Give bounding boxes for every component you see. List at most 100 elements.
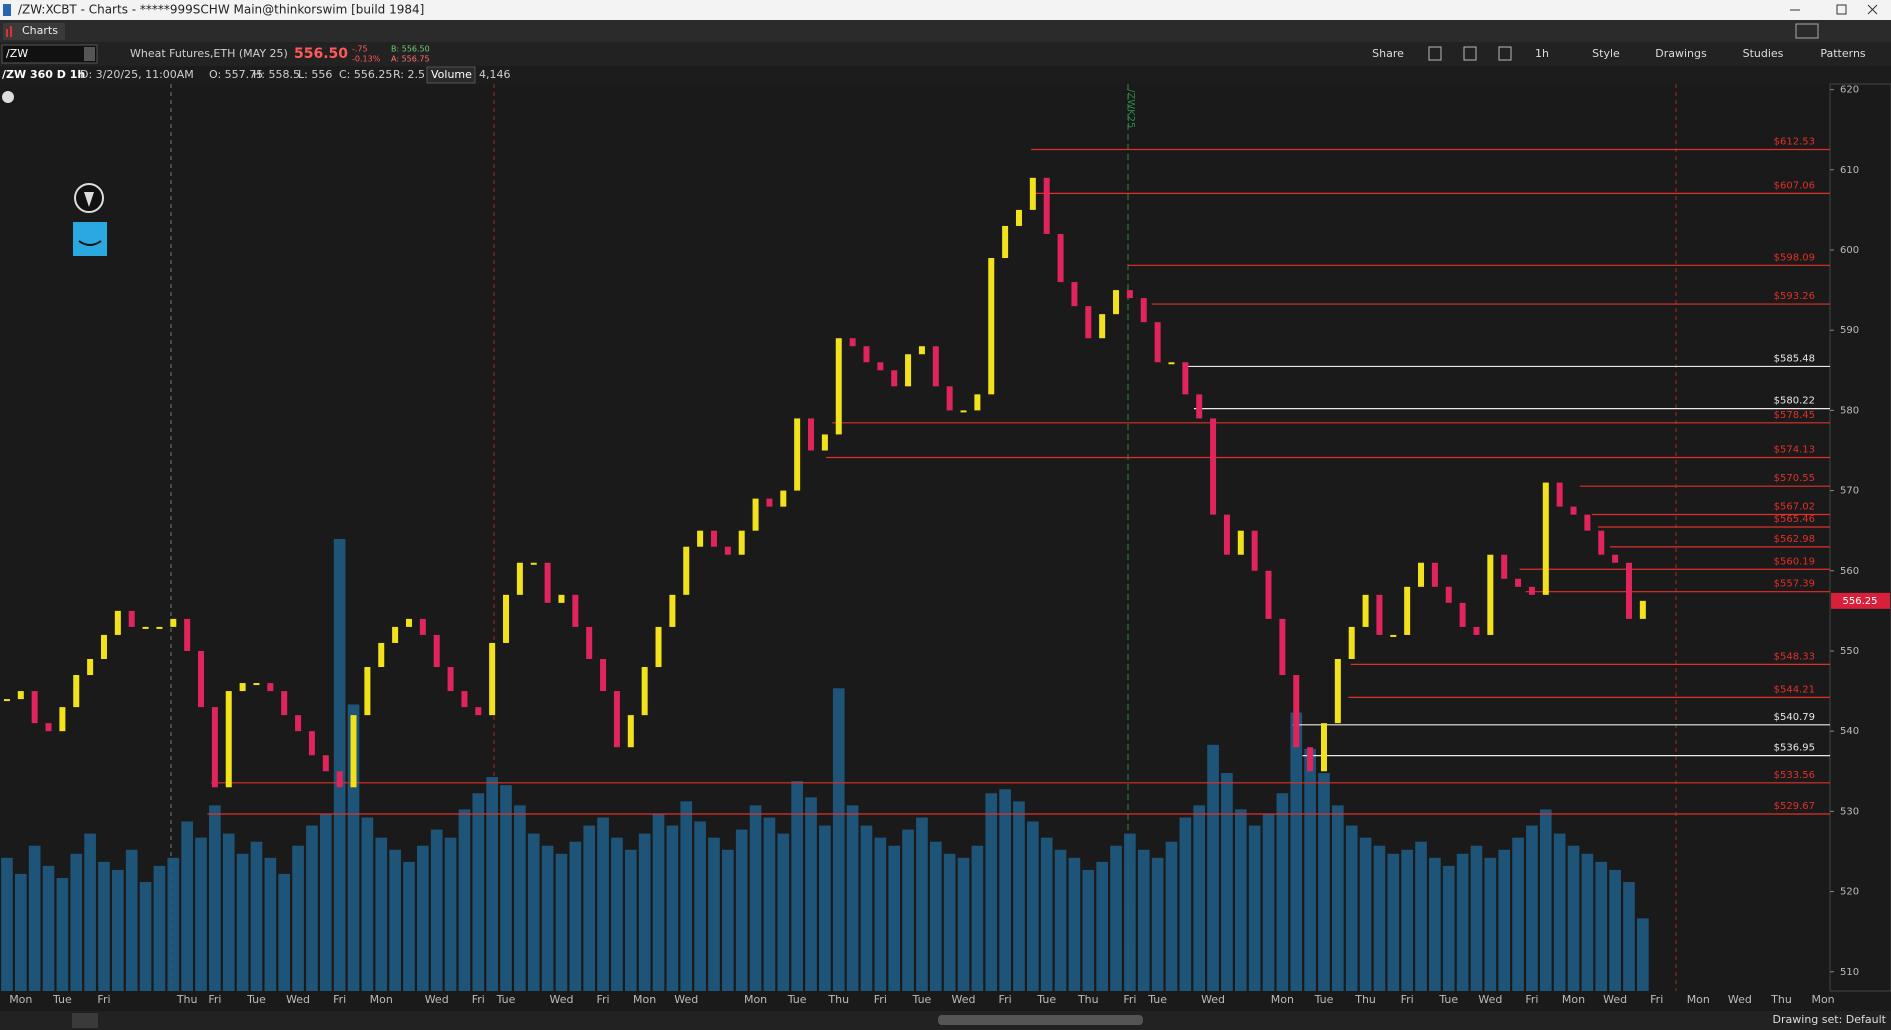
candle [1099,314,1106,339]
candle [336,771,343,788]
candle [17,691,24,700]
x-tick-label: Wed [952,993,976,1006]
candle [891,370,898,387]
volume-bar [569,841,582,991]
bar-open: O: 557.75 [209,68,263,81]
x-tick-label: Fri [1525,993,1538,1006]
x-tick-label: Thu [827,993,849,1006]
window-title: /ZW:XCBT - Charts - *****999SCHW Main@th… [18,3,424,17]
volume-bar [264,857,277,991]
candle [905,354,912,387]
candle [738,530,745,555]
volume-study[interactable] [426,66,476,84]
candle [433,634,440,668]
candle [1015,209,1022,226]
x-tick-label: Wed [286,993,310,1006]
x-tick-label: Tue [787,993,807,1006]
candle [267,683,274,692]
tab-bar [0,20,1891,42]
toolbar-button[interactable]: Style [1592,47,1620,60]
close-button[interactable] [1867,4,1878,15]
volume-bar [1151,857,1164,991]
candle [572,594,579,627]
volume-bar [541,845,554,991]
candle [1057,233,1064,283]
toolbar-button[interactable]: 1h [1535,47,1549,60]
candle [1528,586,1535,595]
candle [1445,586,1452,603]
candle [1625,562,1632,619]
candle [863,346,870,363]
x-tick-label: Tue [912,993,932,1006]
candle [697,530,704,547]
bid: B: 556.50 [391,45,430,54]
x-tick-label: Thu [176,993,198,1006]
toolbar [0,42,1891,66]
volume-bar [1637,918,1649,991]
volume-bar [1013,801,1025,991]
volume-bar [1429,857,1441,991]
x-tick-label: Wed [1728,993,1752,1006]
candle [184,618,191,651]
charts-tab[interactable] [3,23,65,40]
candle [225,691,232,788]
candle [1570,506,1577,515]
app-badge[interactable] [73,222,107,256]
layout-button[interactable] [1795,23,1819,39]
volume-bar [527,833,540,991]
volume-bar [1553,833,1566,991]
y-tick-label: 560 [1840,566,1859,577]
symbol-input[interactable] [1,44,98,64]
volume-bar [971,845,984,991]
toolbar-button[interactable]: Share [1372,47,1404,60]
volume-bar [195,837,207,991]
x-tick-label: Thu [1354,993,1376,1006]
volume-bar [611,837,623,991]
collapse-button[interactable] [72,1013,98,1028]
volume-bar [1498,849,1511,991]
toolbar-button[interactable]: Studies [1743,47,1784,60]
price-axis [1829,83,1891,992]
toolbar-button[interactable]: Patterns [1820,47,1866,60]
toolbar-icon[interactable] [1463,46,1477,61]
scrollbar-thumb[interactable] [938,1015,1143,1025]
change-pct: -0.13% [352,55,381,64]
candle [586,626,593,659]
candle [1196,394,1203,419]
app-icon [3,4,11,16]
price-level-label: $560.19 [1774,556,1815,567]
volume-bar [1345,825,1358,991]
candle [1320,723,1327,772]
maximize-button[interactable] [1836,4,1847,15]
alert-icon[interactable] [2,91,14,103]
volume-bar [1401,849,1413,991]
y-tick-label: 580 [1840,405,1859,416]
candle [516,562,523,595]
symbol-dropdown[interactable] [84,47,95,61]
title-bar [0,0,1891,20]
volume-bar [860,825,873,991]
x-tick-label: Mon [1811,993,1834,1006]
candle [73,675,80,708]
y-tick-label: 550 [1840,646,1859,657]
volume-bar [361,817,374,991]
x-tick-label: Tue [1438,993,1458,1006]
volume-bar [181,821,193,991]
toolbar-button[interactable]: Drawings [1655,47,1707,60]
volume-bar [1040,837,1053,991]
candle [877,362,884,371]
volume-bar [84,833,96,991]
volume-bar [624,849,637,991]
volume-bar [1442,865,1455,991]
volume-bar [1318,773,1330,991]
volume-bar [1484,857,1497,991]
candle [1418,562,1425,587]
volume-bar [333,539,346,991]
toolbar-icon[interactable] [1428,46,1442,61]
candle [281,691,288,716]
candle [475,707,482,716]
x-tick-label: Fri [597,993,610,1006]
candle [1459,602,1466,627]
toolbar-icon[interactable] [1498,46,1512,61]
